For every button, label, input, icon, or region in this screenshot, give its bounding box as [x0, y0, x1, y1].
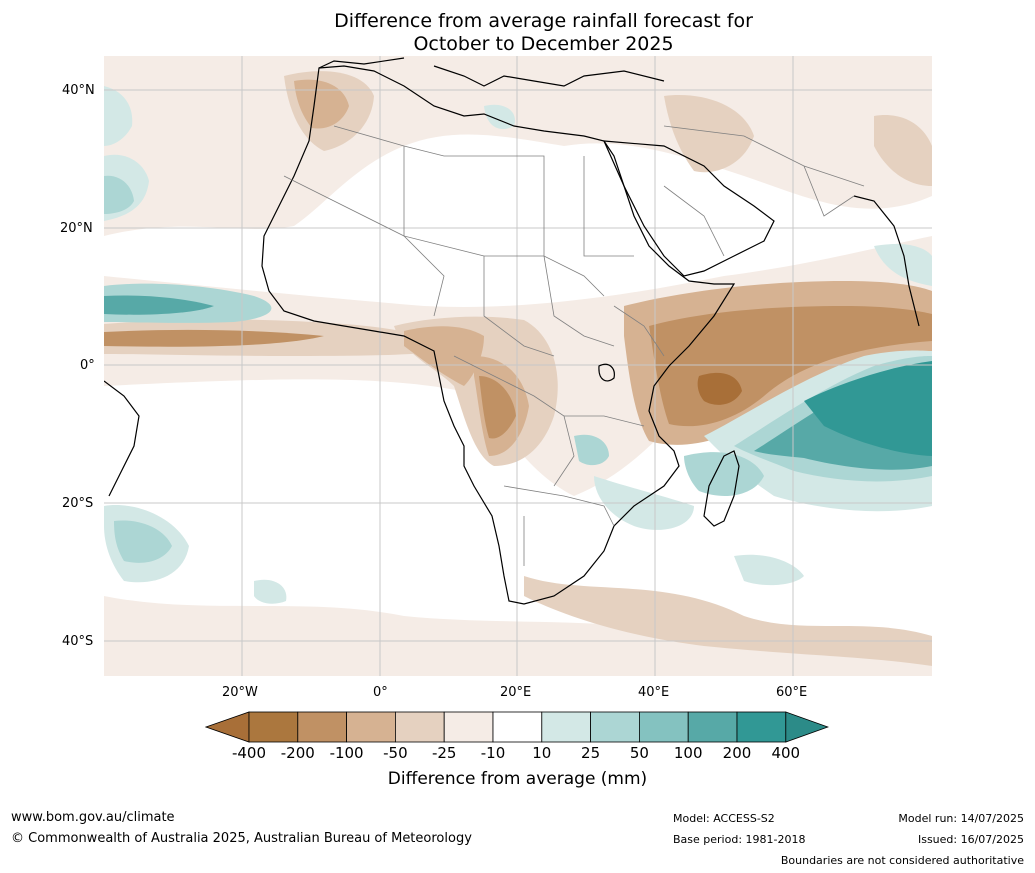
lon-label-20e: 20°E — [500, 685, 532, 700]
legend-swatch — [541, 711, 591, 743]
lat-label-20s: 20°S — [62, 496, 94, 511]
title-line-1: Difference from average rainfall forecas… — [334, 10, 753, 32]
legend-swatch — [443, 711, 494, 743]
boundaries-note: Boundaries are not considered authoritat… — [780, 854, 1024, 867]
graticule — [104, 56, 932, 676]
legend-swatch — [346, 711, 396, 743]
coastlines — [104, 57, 920, 605]
lon-label-20w: 20°W — [222, 685, 258, 700]
legend-swatch — [394, 711, 445, 743]
legend-swatch — [590, 711, 640, 743]
lat-label-40s: 40°S — [62, 634, 94, 649]
legend-tick-label: 100 — [673, 744, 703, 762]
legend-tick-label: 200 — [722, 744, 752, 762]
color-legend — [205, 711, 829, 743]
legend-swatch — [492, 711, 543, 743]
lon-label-60e: 60°E — [776, 685, 808, 700]
legend-swatch — [297, 711, 348, 743]
lon-label-0: 0° — [373, 685, 388, 700]
legend-arrow-min — [205, 711, 250, 743]
legend-swatch — [687, 711, 738, 743]
legend-tick-label: 400 — [771, 744, 801, 762]
base-period-text: Base period: 1981-2018 — [673, 833, 806, 846]
legend-title: Difference from average (mm) — [387, 769, 648, 789]
map-title: Difference from average rainfall forecas… — [0, 10, 1035, 56]
legend-tick-label: 25 — [581, 744, 601, 762]
model-run-text: Model run: 14/07/2025 — [898, 812, 1024, 825]
wet-anomaly-shading — [104, 86, 932, 604]
legend-arrow-max — [785, 711, 829, 743]
lat-label-40n: 40°N — [62, 83, 95, 98]
lat-label-equator: 0° — [80, 358, 95, 373]
rainfall-anomaly-map — [104, 56, 932, 676]
legend-swatch — [248, 711, 299, 743]
legend-tick-label: -50 — [383, 744, 408, 762]
title-line-2: October to December 2025 — [413, 33, 674, 55]
country-borders — [283, 125, 865, 566]
legend-tick-label: -100 — [329, 744, 364, 762]
issued-text: Issued: 16/07/2025 — [917, 833, 1024, 846]
legend-tick-label: -400 — [231, 744, 267, 762]
copyright-text: © Commonwealth of Australia 2025, Austra… — [11, 831, 472, 846]
legend-tick-label: 10 — [532, 744, 552, 762]
legend-tick-label: -25 — [431, 744, 457, 762]
website-link[interactable]: www.bom.gov.au/climate — [11, 810, 175, 825]
legend-tick-label: 50 — [629, 744, 649, 762]
lon-label-40e: 40°E — [638, 685, 670, 700]
legend-tick-label: -10 — [480, 744, 506, 762]
legend-tick-label: -200 — [280, 744, 315, 762]
model-text: Model: ACCESS-S2 — [673, 812, 775, 825]
lat-label-20n: 20°N — [60, 221, 93, 236]
legend-swatch — [736, 711, 787, 743]
legend-swatch — [638, 711, 689, 743]
